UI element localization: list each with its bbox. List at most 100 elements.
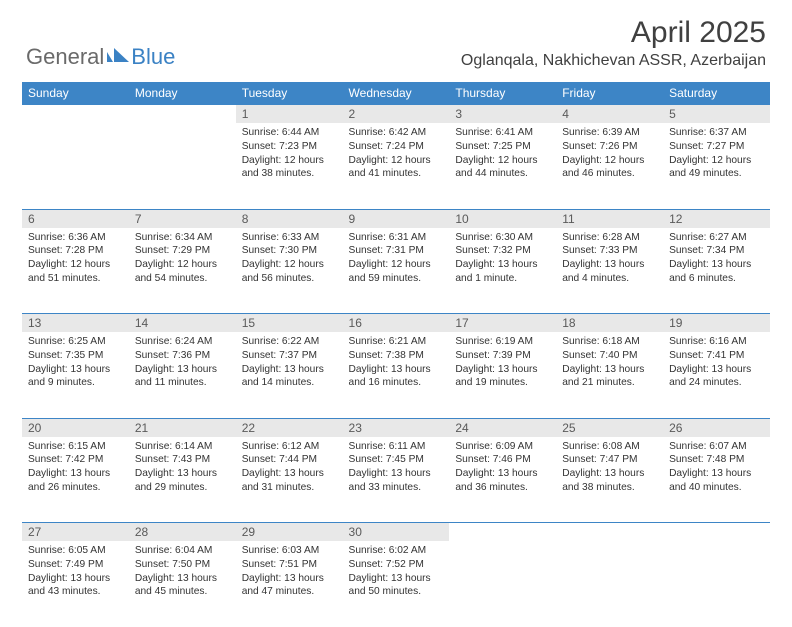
daylight-text-2: and 29 minutes.	[135, 481, 230, 495]
day-cell: Sunrise: 6:12 AMSunset: 7:44 PMDaylight:…	[236, 437, 343, 523]
day-number: 26	[663, 418, 770, 437]
daylight-text-1: Daylight: 12 hours	[455, 154, 550, 168]
daylight-text-2: and 31 minutes.	[242, 481, 337, 495]
daylight-text-1: Daylight: 12 hours	[135, 258, 230, 272]
day-cell: Sunrise: 6:22 AMSunset: 7:37 PMDaylight:…	[236, 332, 343, 418]
daylight-text-2: and 46 minutes.	[562, 167, 657, 181]
sunrise-text: Sunrise: 6:24 AM	[135, 335, 230, 349]
day-number: 3	[449, 105, 556, 124]
day-header: Friday	[556, 82, 663, 105]
day-header: Tuesday	[236, 82, 343, 105]
daylight-text-2: and 33 minutes.	[349, 481, 444, 495]
daylight-text-1: Daylight: 13 hours	[242, 363, 337, 377]
day-cell: Sunrise: 6:42 AMSunset: 7:24 PMDaylight:…	[343, 123, 450, 209]
daylight-text-2: and 38 minutes.	[562, 481, 657, 495]
day-cell: Sunrise: 6:16 AMSunset: 7:41 PMDaylight:…	[663, 332, 770, 418]
sunrise-text: Sunrise: 6:39 AM	[562, 126, 657, 140]
sunset-text: Sunset: 7:23 PM	[242, 140, 337, 154]
sunset-text: Sunset: 7:49 PM	[28, 558, 123, 572]
sunset-text: Sunset: 7:30 PM	[242, 244, 337, 258]
day-cell: Sunrise: 6:18 AMSunset: 7:40 PMDaylight:…	[556, 332, 663, 418]
daylight-text-2: and 11 minutes.	[135, 376, 230, 390]
daylight-text-1: Daylight: 13 hours	[28, 363, 123, 377]
daylight-text-1: Daylight: 13 hours	[669, 363, 764, 377]
sunset-text: Sunset: 7:47 PM	[562, 453, 657, 467]
sunrise-text: Sunrise: 6:05 AM	[28, 544, 123, 558]
day-number: 16	[343, 314, 450, 333]
daylight-text-1: Daylight: 13 hours	[349, 467, 444, 481]
sunset-text: Sunset: 7:37 PM	[242, 349, 337, 363]
daylight-text-1: Daylight: 13 hours	[28, 572, 123, 586]
empty-cell	[663, 541, 770, 627]
day-number: 27	[22, 523, 129, 542]
day-cell: Sunrise: 6:19 AMSunset: 7:39 PMDaylight:…	[449, 332, 556, 418]
daylight-text-2: and 43 minutes.	[28, 585, 123, 599]
daylight-text-2: and 24 minutes.	[669, 376, 764, 390]
day-cell: Sunrise: 6:09 AMSunset: 7:46 PMDaylight:…	[449, 437, 556, 523]
sunrise-text: Sunrise: 6:16 AM	[669, 335, 764, 349]
day-number: 23	[343, 418, 450, 437]
day-number: 14	[129, 314, 236, 333]
daylight-text-1: Daylight: 13 hours	[455, 467, 550, 481]
day-cell: Sunrise: 6:39 AMSunset: 7:26 PMDaylight:…	[556, 123, 663, 209]
sunset-text: Sunset: 7:28 PM	[28, 244, 123, 258]
sunset-text: Sunset: 7:32 PM	[455, 244, 550, 258]
brand-part2: Blue	[131, 44, 175, 70]
sunrise-text: Sunrise: 6:33 AM	[242, 231, 337, 245]
sunrise-text: Sunrise: 6:27 AM	[669, 231, 764, 245]
daylight-text-1: Daylight: 13 hours	[455, 363, 550, 377]
day-cell: Sunrise: 6:25 AMSunset: 7:35 PMDaylight:…	[22, 332, 129, 418]
day-cell: Sunrise: 6:11 AMSunset: 7:45 PMDaylight:…	[343, 437, 450, 523]
daylight-text-2: and 44 minutes.	[455, 167, 550, 181]
day-cell: Sunrise: 6:21 AMSunset: 7:38 PMDaylight:…	[343, 332, 450, 418]
sunset-text: Sunset: 7:45 PM	[349, 453, 444, 467]
daynum-row: 13141516171819	[22, 314, 770, 333]
daylight-text-1: Daylight: 13 hours	[135, 363, 230, 377]
daylight-text-2: and 21 minutes.	[562, 376, 657, 390]
empty-daynum	[22, 105, 129, 124]
daylight-text-1: Daylight: 12 hours	[669, 154, 764, 168]
daylight-text-2: and 6 minutes.	[669, 272, 764, 286]
day-header: Monday	[129, 82, 236, 105]
sunrise-text: Sunrise: 6:21 AM	[349, 335, 444, 349]
sunrise-text: Sunrise: 6:02 AM	[349, 544, 444, 558]
daylight-text-1: Daylight: 13 hours	[242, 467, 337, 481]
sunset-text: Sunset: 7:36 PM	[135, 349, 230, 363]
daylight-text-2: and 16 minutes.	[349, 376, 444, 390]
daylight-text-2: and 19 minutes.	[455, 376, 550, 390]
daylight-text-1: Daylight: 13 hours	[349, 363, 444, 377]
daylight-text-1: Daylight: 13 hours	[349, 572, 444, 586]
day-number: 7	[129, 209, 236, 228]
header: General Blue April 2025 Oglanqala, Nakhi…	[0, 0, 792, 74]
sunrise-text: Sunrise: 6:12 AM	[242, 440, 337, 454]
day-number: 11	[556, 209, 663, 228]
daylight-text-2: and 50 minutes.	[349, 585, 444, 599]
daylight-text-1: Daylight: 13 hours	[562, 258, 657, 272]
daylight-text-1: Daylight: 13 hours	[455, 258, 550, 272]
daylight-text-2: and 54 minutes.	[135, 272, 230, 286]
data-row: Sunrise: 6:25 AMSunset: 7:35 PMDaylight:…	[22, 332, 770, 418]
daylight-text-2: and 38 minutes.	[242, 167, 337, 181]
day-cell: Sunrise: 6:37 AMSunset: 7:27 PMDaylight:…	[663, 123, 770, 209]
daylight-text-2: and 47 minutes.	[242, 585, 337, 599]
daylight-text-2: and 51 minutes.	[28, 272, 123, 286]
day-cell: Sunrise: 6:28 AMSunset: 7:33 PMDaylight:…	[556, 228, 663, 314]
sunrise-text: Sunrise: 6:14 AM	[135, 440, 230, 454]
sunrise-text: Sunrise: 6:07 AM	[669, 440, 764, 454]
day-header: Sunday	[22, 82, 129, 105]
day-header: Thursday	[449, 82, 556, 105]
daylight-text-2: and 59 minutes.	[349, 272, 444, 286]
empty-daynum	[449, 523, 556, 542]
day-cell: Sunrise: 6:27 AMSunset: 7:34 PMDaylight:…	[663, 228, 770, 314]
daylight-text-2: and 36 minutes.	[455, 481, 550, 495]
sunset-text: Sunset: 7:27 PM	[669, 140, 764, 154]
day-number: 28	[129, 523, 236, 542]
daylight-text-2: and 14 minutes.	[242, 376, 337, 390]
sunset-text: Sunset: 7:51 PM	[242, 558, 337, 572]
sunrise-text: Sunrise: 6:34 AM	[135, 231, 230, 245]
day-number: 20	[22, 418, 129, 437]
day-cell: Sunrise: 6:15 AMSunset: 7:42 PMDaylight:…	[22, 437, 129, 523]
sunset-text: Sunset: 7:25 PM	[455, 140, 550, 154]
day-number: 13	[22, 314, 129, 333]
day-number: 18	[556, 314, 663, 333]
